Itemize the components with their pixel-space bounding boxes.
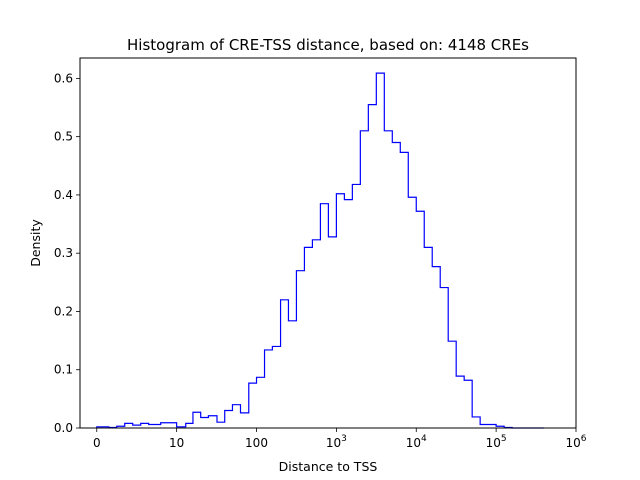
x-axis-label: Distance to TSS [279,459,378,474]
x-tick-label: 100 [245,436,268,450]
y-tick-label: 0.0 [54,421,73,435]
x-tick-label: 103 [326,434,347,450]
x-tick-label: 106 [565,434,586,450]
y-tick-label: 0.1 [54,363,73,377]
chart-title: Histogram of CRE-TSS distance, based on:… [127,36,529,54]
x-tick-label: 0 [93,436,101,450]
x-tick-label: 105 [486,434,507,450]
y-tick-label: 0.4 [54,188,73,202]
y-tick-label: 0.5 [54,130,73,144]
y-axis-label: Density [28,219,43,267]
y-tick-label: 0.6 [54,71,73,85]
plot-frame [79,57,577,429]
x-tick-label: 10 [169,436,184,450]
y-axis-ticks: 0.0 0.1 0.2 0.3 0.4 0.5 0.6 [54,71,80,435]
y-tick-label: 0.2 [54,304,73,318]
y-tick-label: 0.3 [54,246,73,260]
x-tick-label: 104 [406,434,427,450]
x-axis-ticks: 0 10 100 103 104 105 106 [93,428,587,450]
histogram-step-line [96,72,545,429]
